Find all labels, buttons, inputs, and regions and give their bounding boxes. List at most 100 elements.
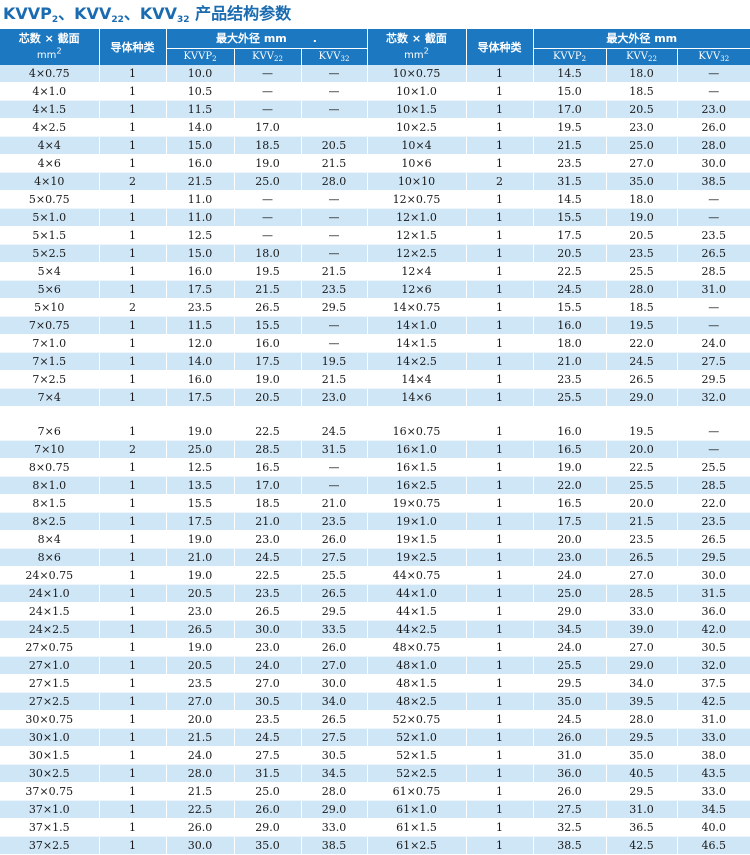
cell-kvvp2: 16.0: [165, 262, 234, 281]
cell-kvv22: 31.0: [605, 800, 677, 819]
cell-size: 19×0.75: [366, 494, 466, 513]
cell-size: 4×10: [0, 172, 99, 191]
cell-kvv22: 19.0: [233, 370, 301, 389]
cell-conductor: 1: [98, 244, 166, 263]
cell-kvv32: 33.0: [676, 728, 750, 747]
cell-kvv22: 27.5: [233, 746, 301, 765]
cell-kvvp2: 21.5: [532, 136, 606, 155]
cell-conductor: 1: [98, 423, 166, 441]
cell-kvv22: 18.0: [605, 190, 677, 209]
cell-kvvp2: 22.5: [165, 800, 234, 819]
cell-size: 14×4: [366, 370, 466, 389]
cell-kvvp2: 23.0: [165, 602, 234, 621]
cell-kvv32: 26.0: [300, 638, 367, 657]
cell-kvv22: 19.5: [605, 316, 677, 335]
cell-size: 7×10: [0, 440, 99, 459]
cell-kvvp2: 24.0: [532, 566, 606, 585]
cell-size: 8×1.5: [0, 494, 99, 513]
table-row: 27×2.5 1 27.0 30.5 34.0 48×2.5 1 35.0 39.5 42.5: [0, 692, 750, 711]
cell-conductor: 1: [465, 154, 533, 173]
cell-kvv32: 26.5: [676, 244, 750, 263]
cell-kvv22: 42.5: [605, 836, 677, 855]
cell-size: 52×2.5: [366, 764, 466, 783]
cell-kvv32: 33.0: [300, 818, 367, 837]
cell-kvvp2: 26.5: [165, 620, 234, 639]
cell-kvv22: 19.5: [233, 262, 301, 281]
cell-kvv22: 28.5: [605, 584, 677, 603]
cell-size: 30×1.5: [0, 746, 99, 765]
cell-kvv32: 22.0: [676, 494, 750, 513]
cell-kvv22: —: [233, 226, 301, 245]
cell-kvv32: 30.0: [300, 674, 367, 693]
cell-size: 16×1.0: [366, 440, 466, 459]
table-row: 5×6 1 17.5 21.5 23.5 12×6 1 24.5 28.0 31.0: [0, 280, 750, 299]
cell-kvv22: 35.0: [233, 836, 301, 855]
cell-kvv22: 28.0: [605, 710, 677, 729]
cell-conductor: 1: [465, 208, 533, 227]
cell-conductor: 1: [465, 800, 533, 819]
cell-conductor: 1: [465, 692, 533, 711]
cell-kvv32: 21.0: [300, 494, 367, 513]
cell-size: 7×4: [0, 388, 99, 407]
cell-kvv22: 27.0: [605, 566, 677, 585]
cell-size: 19×2.5: [366, 548, 466, 567]
cell-kvv22: 23.5: [233, 584, 301, 603]
table-row: 4×4 1 15.0 18.5 20.5 10×4 1 21.5 25.0 28.0: [0, 136, 750, 155]
cell-conductor: 1: [98, 512, 166, 531]
cell-conductor: 1: [465, 584, 533, 603]
cell-kvv32: 36.0: [676, 602, 750, 621]
cell-kvv22: 18.5: [605, 298, 677, 317]
cell-size: 4×0.75: [0, 65, 99, 83]
cell-conductor: 1: [465, 566, 533, 585]
cell-kvv32: 30.0: [676, 154, 750, 173]
cell-conductor: 1: [465, 100, 533, 119]
cell-kvvp2: 20.0: [165, 710, 234, 729]
cell-kvv32: 26.5: [300, 710, 367, 729]
table-row: 37×1.0 1 22.5 26.0 29.0 61×1.0 1 27.5 31.0 34.5: [0, 800, 750, 819]
cell-conductor: 1: [98, 746, 166, 765]
cell-conductor: 1: [465, 818, 533, 837]
header-max-od: 最大外径 mm: [532, 29, 750, 49]
cell-kvvp2: 23.5: [532, 370, 606, 389]
cell-conductor: 1: [98, 334, 166, 353]
cell-conductor: 1: [98, 800, 166, 819]
cell-kvv22: 23.0: [233, 638, 301, 657]
cell-kvv32: 30.0: [676, 566, 750, 585]
cell-kvv22: 22.5: [233, 566, 301, 585]
cell-conductor: 1: [465, 118, 533, 137]
cell-kvv32: —: [676, 82, 750, 101]
cell-kvv32: —: [300, 82, 367, 101]
table-row: 8×1.5 1 15.5 18.5 21.0 19×0.75 1 16.5 20.0 22.0: [0, 494, 750, 513]
cell-conductor: 1: [465, 476, 533, 495]
cell-kvv32: 34.5: [676, 800, 750, 819]
cell-size: 48×1.0: [366, 656, 466, 675]
cell-size: 27×0.75: [0, 638, 99, 657]
cell-kvvp2: 25.0: [165, 440, 234, 459]
cell-conductor: 1: [465, 65, 533, 83]
table-row: 4×6 1 16.0 19.0 21.5 10×6 1 23.5 27.0 30.0: [0, 154, 750, 173]
cell-kvv22: 17.5: [233, 352, 301, 371]
cell-conductor: 1: [98, 584, 166, 603]
cell-kvvp2: 12.5: [165, 226, 234, 245]
cell-size: 61×1.0: [366, 800, 466, 819]
cell-kvv22: 18.5: [233, 136, 301, 155]
cell-size: 52×1.5: [366, 746, 466, 765]
cell-kvv32: 23.0: [300, 388, 367, 407]
cell-kvvp2: 25.0: [532, 584, 606, 603]
cell-kvvp2: 16.5: [532, 494, 606, 513]
cell-kvv22: —: [233, 82, 301, 101]
table-row: 24×0.75 1 19.0 22.5 25.5 44×0.75 1 24.0 27.0 30.0: [0, 566, 750, 585]
cell-conductor: 1: [98, 692, 166, 711]
cell-conductor: 2: [98, 440, 166, 459]
cell-size: 14×1.5: [366, 334, 466, 353]
cell-size: 37×1.0: [0, 800, 99, 819]
cell-kvv32: 26.0: [676, 118, 750, 137]
cell-conductor: 1: [465, 82, 533, 101]
cell-kvv22: 24.5: [233, 728, 301, 747]
cell-kvvp2: 26.0: [532, 728, 606, 747]
cell-kvv32: 31.0: [676, 710, 750, 729]
cell-kvv32: —: [300, 208, 367, 227]
cell-kvvp2: 10.5: [165, 82, 234, 101]
cell-size: 8×2.5: [0, 512, 99, 531]
cell-size: 37×0.75: [0, 782, 99, 801]
